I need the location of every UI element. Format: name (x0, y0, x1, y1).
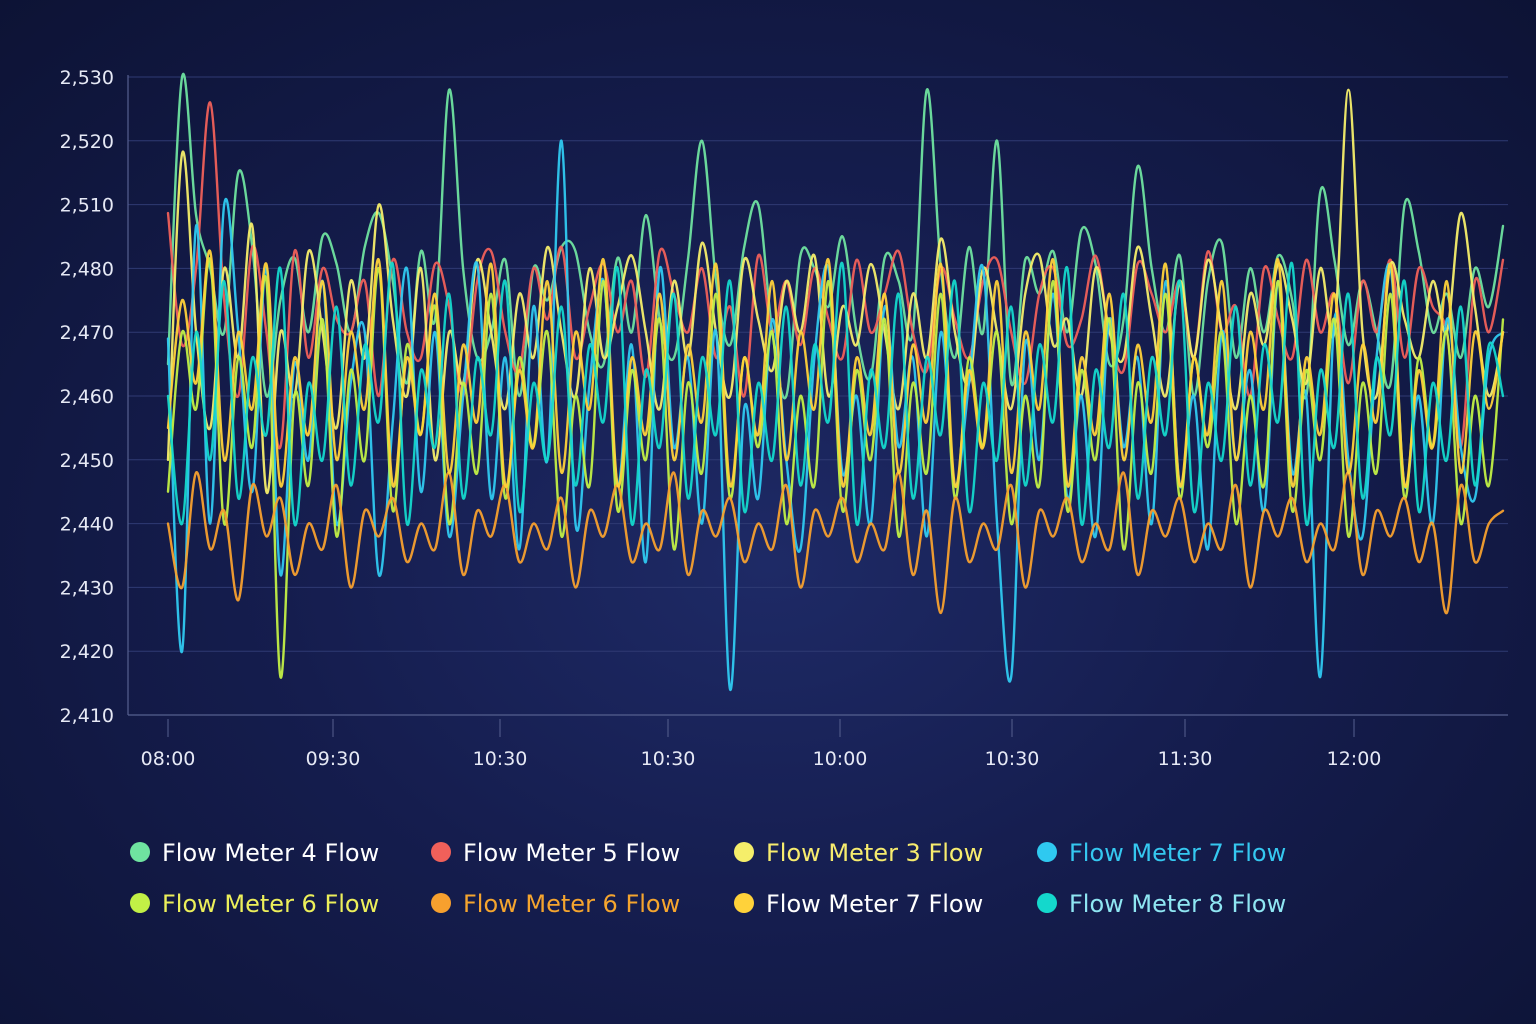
legend-label: Flow Meter 3 Flow (766, 839, 983, 867)
x-tick-label: 12:00 (1327, 748, 1382, 770)
legend-item[interactable]: Flow Meter 3 Flow (734, 839, 983, 867)
y-tick-label: 2,470 (60, 322, 114, 344)
legend-label: Flow Meter 7 Flow (766, 890, 983, 918)
y-tick-label: 2,450 (60, 450, 114, 472)
y-tick-label: 2,460 (60, 386, 114, 408)
series-line-5 (166, 257, 1505, 679)
legend-swatch (431, 893, 451, 913)
legend-swatch (130, 842, 150, 862)
legend-label: Flow Meter 4 Flow (162, 839, 379, 867)
legend-item[interactable]: Flow Meter 7 Flow (734, 890, 983, 918)
legend-item[interactable]: Flow Meter 8 Flow (1037, 890, 1286, 918)
legend-item[interactable]: Flow Meter 4 Flow (130, 839, 379, 867)
series-line-4 (166, 139, 1505, 691)
y-tick-label: 2,530 (60, 67, 114, 89)
legend-label: Flow Meter 5 Flow (463, 839, 680, 867)
series-lines (166, 72, 1505, 691)
legend-label: Flow Meter 8 Flow (1069, 890, 1286, 918)
series-line-8 (166, 261, 1505, 527)
legend-item[interactable]: Flow Meter 6 Flow (130, 890, 379, 918)
y-tick-label: 2,510 (60, 195, 114, 217)
legend-swatch (1037, 893, 1057, 913)
x-tick-label: 10:30 (985, 748, 1040, 770)
legend-label: Flow Meter 6 Flow (162, 890, 379, 918)
y-tick-label: 2,420 (60, 641, 114, 663)
y-tick-label: 2,410 (60, 705, 114, 727)
legend: Flow Meter 4 Flow Flow Meter 5 Flow Flow M… (130, 839, 1286, 918)
legend-swatch (734, 842, 754, 862)
legend-label: Flow Meter 6 Flow (463, 890, 680, 918)
y-tick-label: 2,480 (60, 258, 114, 280)
legend-item[interactable]: Flow Meter 5 Flow (431, 839, 680, 867)
y-tick-label: 2,520 (60, 131, 114, 153)
legend-swatch (130, 893, 150, 913)
x-tick-label: 09:30 (306, 748, 361, 770)
x-tick-label: 10:30 (641, 748, 696, 770)
series-line-6 (166, 471, 1505, 615)
legend-item[interactable]: Flow Meter 6 Flow (431, 890, 680, 918)
x-tick-label: 10:30 (473, 748, 528, 770)
y-tick-label: 2,440 (60, 514, 114, 536)
y-tick-label: 2,430 (60, 577, 114, 599)
legend-swatch (431, 842, 451, 862)
legend-swatch (1037, 842, 1057, 862)
legend-swatch (734, 893, 754, 913)
x-tick-label: 11:30 (1158, 748, 1213, 770)
legend-label: Flow Meter 7 Flow (1069, 839, 1286, 867)
x-tick-label: 08:00 (141, 748, 196, 770)
axes: 2,410 2,420 2,430 2,440 2,450 2,460 2,470 2,480… (60, 67, 1382, 770)
x-tick-label: 10:00 (813, 748, 868, 770)
legend-item[interactable]: Flow Meter 7 Flow (1037, 839, 1286, 867)
